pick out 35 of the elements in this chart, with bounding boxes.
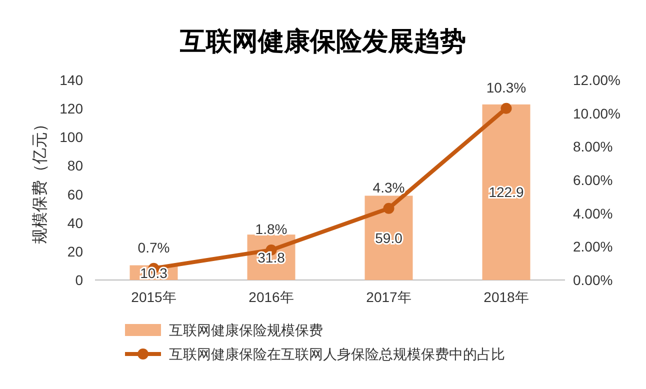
y-tick-label: 0 [75, 272, 84, 288]
bar [482, 104, 530, 280]
data-label: 1.8% [255, 221, 288, 237]
y-axis-title: 规模保费（亿元） [31, 116, 49, 244]
data-label: 122.9 [488, 184, 524, 200]
y2-tick-label: 4.00% [573, 205, 613, 222]
data-label: 59.0 [375, 230, 403, 246]
x-tick-label: 2015年 [131, 289, 176, 305]
y-tick-label: 40 [67, 214, 84, 231]
y2-tick-label: 12.00% [573, 72, 620, 88]
y2-tick-label: 8.00% [573, 138, 613, 155]
data-label: 0.7% [138, 239, 170, 256]
x-tick-label: 2018年 [484, 289, 529, 305]
y2-tick-label: 2.00% [573, 238, 613, 255]
point [500, 102, 512, 114]
y-tick-label: 100 [60, 129, 84, 146]
legend-label: 互联网健康保险规模保费 [169, 322, 323, 338]
data-label: 10.3 [140, 265, 168, 281]
legend-label: 互联网健康保险在互联网人身保险总规模保费中的占比 [169, 346, 505, 362]
data-label: 4.3% [372, 179, 405, 196]
y-tick-label: 80 [67, 158, 84, 174]
bar [364, 196, 413, 280]
y-tick-label: 60 [67, 186, 84, 202]
data-label: 31.8 [258, 249, 286, 266]
point [383, 202, 394, 214]
y-tick-label: 140 [60, 72, 84, 88]
y2-tick-label: 0.00% [573, 272, 613, 288]
y-tick-label: 20 [67, 243, 84, 260]
y2-tick-label: 6.00% [573, 172, 613, 188]
chart-title: 互联网健康保险发展趋势 [179, 26, 466, 56]
y-tick-label: 120 [60, 100, 84, 117]
data-label: 10.3% [486, 79, 526, 96]
y2-tick-label: 10.00% [573, 105, 620, 122]
x-tick-label: 2016年 [248, 289, 294, 305]
x-tick-label: 2017年 [366, 289, 412, 305]
